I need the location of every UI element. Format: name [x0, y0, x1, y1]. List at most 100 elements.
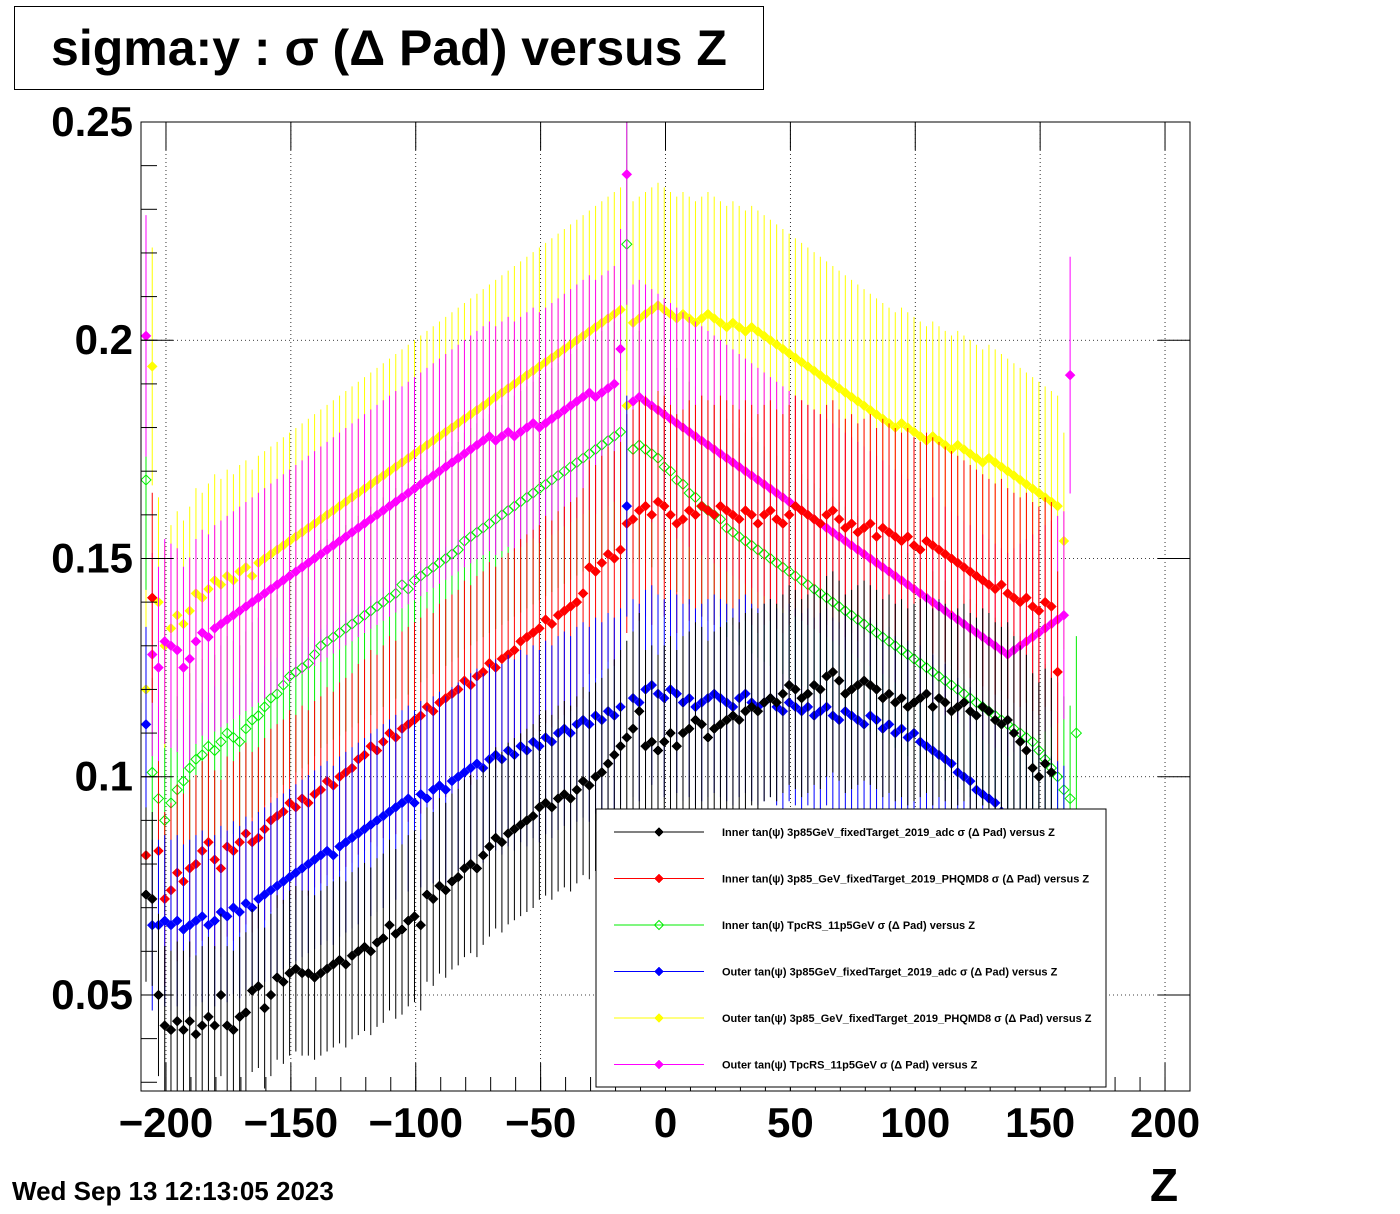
data-point	[384, 500, 395, 512]
data-point	[621, 169, 633, 180]
data-point	[858, 400, 870, 412]
data-point	[271, 688, 283, 700]
data-point	[577, 588, 589, 599]
data-point	[546, 413, 558, 425]
data-point	[377, 810, 389, 822]
data-point	[814, 684, 826, 695]
data-point	[671, 518, 683, 529]
data-point	[427, 893, 439, 905]
data-point	[215, 736, 227, 748]
data-point	[146, 766, 158, 779]
data-point	[402, 793, 414, 804]
data-point	[971, 710, 982, 721]
data-point	[190, 1028, 202, 1040]
data-point	[540, 797, 551, 809]
data-point	[983, 579, 995, 591]
data-point	[752, 705, 764, 717]
data-point	[746, 701, 758, 713]
data-point	[377, 505, 389, 516]
data-point	[521, 631, 533, 643]
data-point	[596, 767, 608, 778]
data-point	[190, 915, 202, 927]
data-point	[608, 749, 620, 761]
data-point	[321, 544, 333, 556]
data-point	[558, 605, 570, 617]
data-point	[827, 378, 839, 390]
data-point	[196, 1020, 208, 1031]
data-point	[309, 553, 320, 564]
data-point	[552, 609, 564, 621]
data-point	[321, 963, 333, 975]
data-point	[821, 509, 832, 521]
data-point	[521, 815, 533, 826]
data-point	[596, 387, 608, 398]
data-point	[783, 509, 795, 521]
data-point	[252, 709, 265, 722]
data-point	[165, 1024, 177, 1036]
data-point	[459, 448, 470, 460]
data-point	[434, 780, 445, 791]
data-point	[1033, 487, 1045, 499]
legend-marker	[654, 873, 664, 884]
data-point	[977, 457, 989, 468]
data-point	[290, 566, 302, 577]
data-point	[989, 457, 1001, 468]
data-point	[165, 919, 177, 931]
data-point	[1052, 666, 1063, 678]
data-point	[296, 863, 308, 874]
data-point	[696, 718, 708, 730]
data-point	[377, 932, 389, 944]
data-point	[852, 395, 864, 407]
data-point	[221, 727, 233, 739]
data-point	[715, 718, 726, 730]
legend-marker	[654, 1059, 664, 1070]
data-point	[721, 321, 733, 333]
data-point	[327, 849, 339, 861]
data-point	[352, 945, 364, 957]
y-tick-label: 0.05	[51, 971, 133, 1018]
data-point	[527, 417, 539, 429]
data-point	[646, 736, 658, 748]
data-point	[309, 854, 320, 866]
data-point	[733, 714, 745, 726]
data-point	[808, 365, 820, 377]
data-point	[515, 819, 526, 831]
data-point	[627, 395, 639, 407]
data-point	[852, 526, 864, 538]
data-point	[702, 732, 714, 743]
data-point	[315, 548, 327, 560]
data-point	[371, 937, 383, 948]
data-point	[196, 749, 208, 761]
data-point	[1046, 601, 1057, 612]
data-point	[515, 426, 526, 438]
data-point	[434, 880, 445, 892]
data-point	[758, 330, 770, 342]
legend-label: Inner tan(ψ) TpcRS_11p5GeV σ (Δ Pad) ver…	[722, 920, 975, 932]
data-point	[964, 566, 976, 577]
data-point	[590, 566, 601, 577]
data-point	[914, 430, 926, 442]
data-point	[921, 688, 932, 700]
data-point	[471, 863, 483, 874]
data-point	[577, 391, 589, 403]
data-point	[633, 505, 645, 516]
data-point	[159, 636, 171, 647]
legend-marker	[654, 966, 664, 977]
data-point	[1014, 736, 1026, 748]
data-point	[602, 758, 614, 769]
data-point	[746, 509, 758, 521]
data-point	[359, 518, 370, 529]
data-point	[452, 771, 464, 783]
data-point	[671, 740, 683, 752]
data-point	[178, 1024, 189, 1036]
legend-label: Outer tan(ψ) 3p85GeV_fixedTarget_2019_ad…	[722, 967, 1058, 979]
data-point	[141, 330, 152, 342]
legend-label: Outer tan(ψ) 3p85_GeV_fixedTarget_2019_P…	[722, 1013, 1092, 1025]
data-point	[327, 959, 339, 970]
data-point	[190, 636, 202, 647]
data-point	[221, 911, 233, 922]
data-point	[621, 500, 633, 512]
data-point	[883, 526, 895, 538]
data-point	[715, 500, 726, 512]
data-point	[871, 531, 882, 543]
